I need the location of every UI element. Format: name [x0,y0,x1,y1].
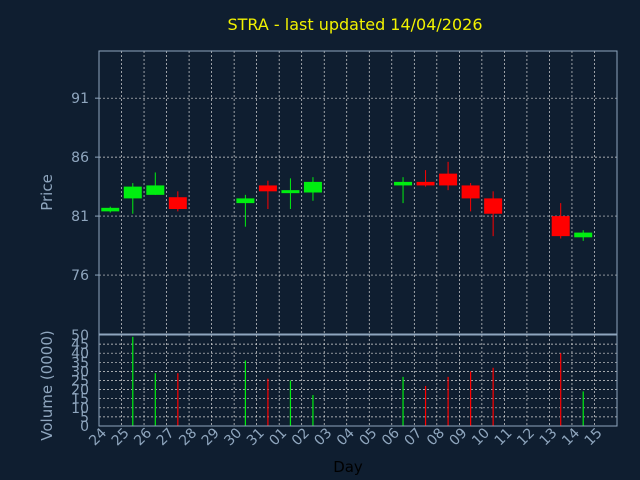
x-tick-label: 12 [514,425,538,449]
x-tick-label: 26 [131,425,155,449]
candle-body [123,186,142,199]
candle-body [281,190,300,194]
x-tick-label: 25 [109,425,133,449]
x-tick-label: 04 [334,425,358,449]
candle-body [236,198,255,204]
volume-y-tick-label: 5 [80,410,89,426]
volume-y-tick-label: 10 [71,401,89,417]
x-tick-label: 31 [244,425,268,449]
volume-y-label: Volume (0000) [38,330,56,440]
candle-body [394,181,413,186]
volume-y-tick-label: 50 [71,328,89,344]
volume-y-tick-label: 30 [71,364,89,380]
x-tick-label: 29 [199,425,223,449]
x-tick-label: 27 [154,425,178,449]
price-y-tick-label: 81 [71,209,89,225]
x-tick-label: 11 [492,425,516,449]
x-tick-label: 28 [176,425,200,449]
x-tick-label: 15 [582,425,606,449]
volume-y-tick-label: 45 [71,337,89,353]
x-tick-label: 03 [311,425,335,449]
volume-y-tick-label: 25 [71,374,89,390]
x-tick-label: 24 [86,425,110,449]
price-y-tick-label: 76 [71,268,89,284]
volume-y-tick-label: 35 [71,355,89,371]
candle-body [101,207,120,212]
x-tick-label: 02 [289,425,313,449]
candle-body [461,185,480,199]
x-tick-label: 08 [424,425,448,449]
candle-body [258,185,277,192]
x-axis-label: Day [333,458,363,476]
candle-body [303,181,322,193]
x-tick-label: 05 [356,425,380,449]
price-frame [98,50,618,335]
price-y-tick-label: 86 [71,150,89,166]
price-panel: 76 81 86 91 Price [38,50,618,335]
volume-y-tick-label: 40 [71,346,89,362]
x-tick-label: 07 [402,425,426,449]
candle-body [551,216,570,237]
chart-title: STRA - last updated 14/04/2026 [227,15,482,34]
candle-body [146,185,165,195]
candle-body [168,197,187,210]
x-tick-label: 01 [266,425,290,449]
candle-body [416,181,435,186]
x-tick-label: 10 [469,425,493,449]
price-y-tick-label: 91 [71,91,89,107]
volume-y-tick-label: 20 [71,383,89,399]
candle-body [439,173,458,186]
x-axis: 2425262728293031010203040506070809101112… [86,425,605,476]
volume-y-tick-label: 15 [71,392,89,408]
x-tick-label: 13 [537,425,561,449]
x-tick-label: 09 [447,425,471,449]
x-tick-label: 30 [221,425,245,449]
volume-y-tick-label: 0 [80,419,89,435]
x-tick-label: 06 [379,425,403,449]
candle-body [574,232,593,238]
candle-body [484,198,503,214]
price-y-label: Price [38,174,56,211]
volume-frame [98,334,618,427]
x-tick-label: 14 [559,425,583,449]
